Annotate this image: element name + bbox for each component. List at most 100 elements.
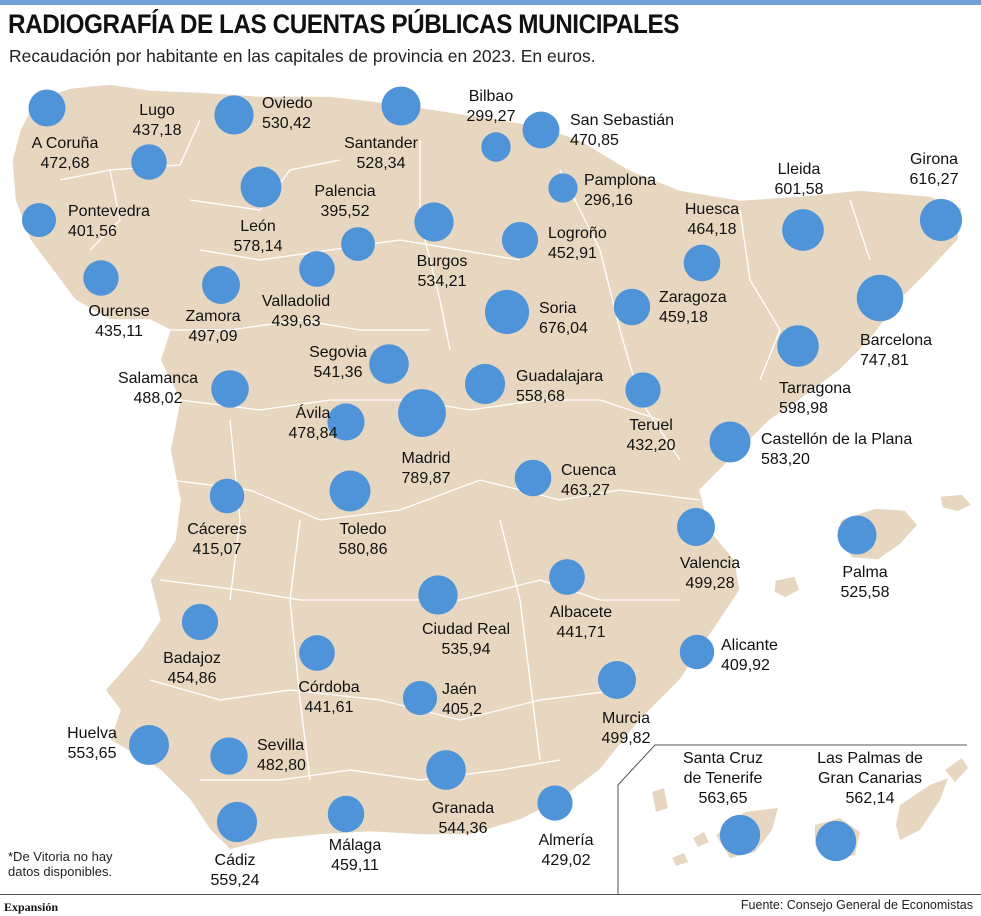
bubble-guadalajara <box>464 363 506 405</box>
city-name-ourense: Ourense <box>88 303 149 320</box>
city-name-castellon-de-la-plana: Castellón de la Plana <box>761 431 912 448</box>
city-value-tarragona: 598,98 <box>779 400 828 417</box>
bubble-logrono <box>501 221 539 259</box>
fuerteventura-shape <box>896 778 948 840</box>
city-name-toledo: Toledo <box>339 521 386 538</box>
bubble-cadiz <box>216 801 258 843</box>
city-value-ourense: 435,11 <box>95 323 143 340</box>
bubble-teruel <box>625 372 661 408</box>
city-value-oviedo: 530,42 <box>262 115 311 132</box>
city-name-burgos: Burgos <box>417 253 468 270</box>
city-value-santander: 528,34 <box>357 155 406 172</box>
city-value-a-coruna: 472,68 <box>41 155 90 172</box>
city-value-murcia: 499,82 <box>602 730 651 747</box>
city-value-leon: 578,14 <box>234 238 283 255</box>
city-name-lleida: Lleida <box>778 161 821 178</box>
city-name-ciudad-real: Ciudad Real <box>422 621 510 638</box>
top-accent-bar <box>0 0 981 5</box>
footnote: *De Vitoria no hay datos disponibles. <box>8 849 113 879</box>
city-value-pamplona: 296,16 <box>584 192 633 209</box>
city-value-palencia: 395,52 <box>321 203 370 220</box>
city-name-palencia: Palencia <box>314 183 375 200</box>
ibiza-shape <box>773 575 801 599</box>
city-name-bilbao: Bilbao <box>469 88 514 105</box>
city-name-valladolid: Valladolid <box>262 293 330 310</box>
city-value-salamanca: 488,02 <box>134 390 183 407</box>
city-name-malaga: Málaga <box>329 837 382 854</box>
city-name-logrono: Logroño <box>548 225 607 242</box>
bubble-santander <box>381 86 421 126</box>
city-value-albacete: 441,71 <box>557 624 606 641</box>
city-value-avila: 478,84 <box>289 425 338 442</box>
city-name-san-sebastian: San Sebastián <box>570 112 674 129</box>
city-value-alicante: 409,92 <box>721 657 770 674</box>
city-value-huesca: 464,18 <box>688 221 737 238</box>
city-name-avila: Ávila <box>296 403 331 422</box>
city-value-segovia: 541,36 <box>314 364 363 381</box>
bubble-barcelona <box>856 274 904 322</box>
city-value-bilbao: 299,27 <box>467 108 516 125</box>
city-value-toledo: 580,86 <box>339 541 388 558</box>
city-name-almeria: Almería <box>538 832 593 849</box>
bubble-ourense <box>83 260 119 296</box>
city-name-palma: Palma <box>842 564 887 581</box>
bubble-pontevedra <box>21 202 57 238</box>
bubble-bilbao <box>481 132 511 162</box>
bubble-badajoz <box>181 603 219 641</box>
city-value-lugo: 437,18 <box>133 122 182 139</box>
la-palma-shape <box>652 788 668 812</box>
city-name-cordoba: Córdoba <box>298 679 359 696</box>
bubble-leon <box>240 166 282 208</box>
city-name-huelva: Huelva <box>67 725 117 742</box>
bubble-san-sebastian <box>522 111 560 149</box>
city-name-santa-cruz-de-tenerife: Santa Cruz <box>683 750 763 767</box>
bubble-malaga <box>327 795 365 833</box>
bubble-zaragoza <box>613 288 651 326</box>
city-value-caceres: 415,07 <box>193 541 242 558</box>
city-name-sevilla: Sevilla <box>257 737 304 754</box>
city-name-lugo: Lugo <box>139 102 175 119</box>
city-value-malaga: 459,11 <box>331 857 379 874</box>
city-value-las-palmas-de-gran-canarias: 562,14 <box>846 790 895 807</box>
bottom-divider <box>0 894 981 895</box>
bubble-cuenca <box>514 459 552 497</box>
bubble-cordoba <box>299 635 335 671</box>
bubble-toledo <box>329 470 371 512</box>
city-name-huesca: Huesca <box>685 201 739 218</box>
bubble-valencia <box>677 508 715 546</box>
city-value-teruel: 432,20 <box>627 437 676 454</box>
city-name-las-palmas-de-gran-canarias: Las Palmas de <box>817 750 923 767</box>
city-value-zamora: 497,09 <box>189 328 238 345</box>
bubble-palencia <box>341 227 375 261</box>
city-value-girona: 616,27 <box>910 171 959 188</box>
city-labels: A Coruña 472,68 Lugo 437,18 Oviedo 530,42 Sant… <box>32 88 959 889</box>
city-name-alicante: Alicante <box>721 637 778 654</box>
city-value-ciudad-real: 535,94 <box>442 641 491 658</box>
city-value-guadalajara: 558,68 <box>516 388 565 405</box>
city-value-cadiz: 559,24 <box>211 872 260 889</box>
city-name-teruel: Teruel <box>629 417 673 434</box>
bubble-a-coruna <box>28 89 66 127</box>
bubble-zamora <box>202 266 240 304</box>
city-value-castellon-de-la-plana: 583,20 <box>761 451 810 468</box>
footnote-line: datos disponibles. <box>8 864 113 879</box>
city-name-oviedo: Oviedo <box>262 95 313 112</box>
footnote-line: *De Vitoria no hay <box>8 849 113 864</box>
city-name-las-palmas-de-gran-canarias: Gran Canarias <box>818 770 922 787</box>
city-value-pontevedra: 401,56 <box>68 223 117 240</box>
city-name-caceres: Cáceres <box>187 521 247 538</box>
bubble-huesca <box>683 244 721 282</box>
city-name-santander: Santander <box>344 135 419 152</box>
city-value-valladolid: 439,63 <box>272 313 321 330</box>
city-bubbles <box>21 86 963 862</box>
bubble-avila <box>327 403 365 441</box>
city-value-granada: 544,36 <box>439 820 488 837</box>
city-name-murcia: Murcia <box>602 710 650 727</box>
bubble-almeria <box>537 785 573 821</box>
chart-subtitle: Recaudación por habitante en las capital… <box>9 46 596 66</box>
bubble-tarragona <box>777 325 819 367</box>
bubble-caceres <box>209 478 245 514</box>
bubble-granada <box>426 750 466 790</box>
bubble-alicante <box>679 634 715 670</box>
city-value-palma: 525,58 <box>841 584 890 601</box>
